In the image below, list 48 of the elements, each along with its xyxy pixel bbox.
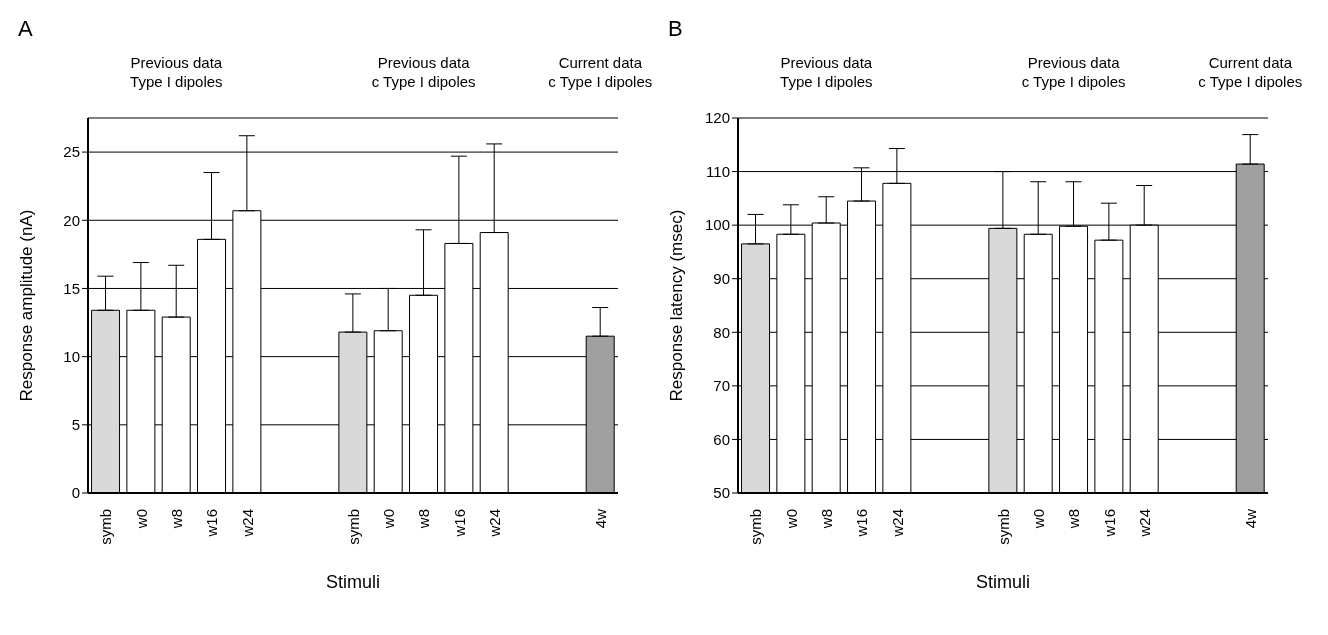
y-axis-title: Response latency (msec) (667, 209, 687, 402)
x-tick-label: symb (97, 509, 115, 545)
y-tick-label: 90 (713, 270, 730, 288)
y-tick-label: 50 (713, 484, 730, 502)
chart-title: A (18, 16, 33, 42)
y-tick-label: 60 (713, 430, 730, 448)
x-tick-label: w16 (450, 509, 468, 538)
x-tick-label: 4w (591, 508, 609, 529)
y-tick-label: 0 (71, 484, 80, 502)
x-axis-title: Stimuli (325, 572, 381, 592)
x-tick-label: w8 (415, 509, 433, 530)
y-tick-label: 80 (713, 323, 730, 341)
x-tick-label: 4w (1241, 508, 1259, 529)
x-tick-label: w0 (1029, 509, 1047, 530)
y-axis-title: Response amplitude (nA) (17, 209, 37, 402)
x-tick-label: w24 (888, 509, 906, 538)
x-tick-label: w16 (1100, 509, 1118, 538)
x-tick-label: w0 (782, 509, 800, 530)
y-tick-label: 110 (706, 162, 730, 180)
x-tick-label: w24 (1135, 509, 1153, 538)
y-tick-label: 5 (71, 416, 80, 434)
chart-title: B (668, 16, 683, 42)
text: Previous data c Type I dipoles (370, 53, 477, 91)
text: Previous data c Type I dipoles (1020, 53, 1127, 91)
y-tick-label: 25 (63, 143, 80, 161)
x-tick-label: symb (994, 509, 1012, 545)
text: Previous data Type I dipoles (779, 53, 874, 91)
y-tick-label: 120 (704, 109, 730, 127)
x-tick-label: symb (344, 509, 362, 545)
x-tick-label: w16 (853, 509, 871, 538)
y-tick-label: 15 (63, 279, 80, 297)
x-tick-label: w0 (132, 509, 150, 530)
text: Previous data Type I dipoles (129, 53, 224, 91)
y-tick-label: 70 (713, 377, 730, 395)
x-tick-label: w8 (817, 509, 835, 530)
x-tick-label: w24 (485, 509, 503, 538)
x-tick-label: w0 (379, 509, 397, 530)
y-tick-label: 20 (63, 211, 80, 229)
text: Current data c Type I dipoles (1197, 53, 1304, 91)
y-tick-label: 100 (704, 216, 730, 234)
text: Current data c Type I dipoles (547, 53, 654, 91)
x-tick-label: w24 (238, 509, 256, 538)
x-tick-label: symb (747, 509, 765, 545)
y-tick-label: 10 (63, 347, 80, 365)
x-tick-label: w16 (203, 509, 221, 538)
x-axis-title: Stimuli (975, 572, 1031, 592)
x-tick-label: w8 (167, 509, 185, 530)
x-tick-label: w8 (1065, 509, 1083, 530)
